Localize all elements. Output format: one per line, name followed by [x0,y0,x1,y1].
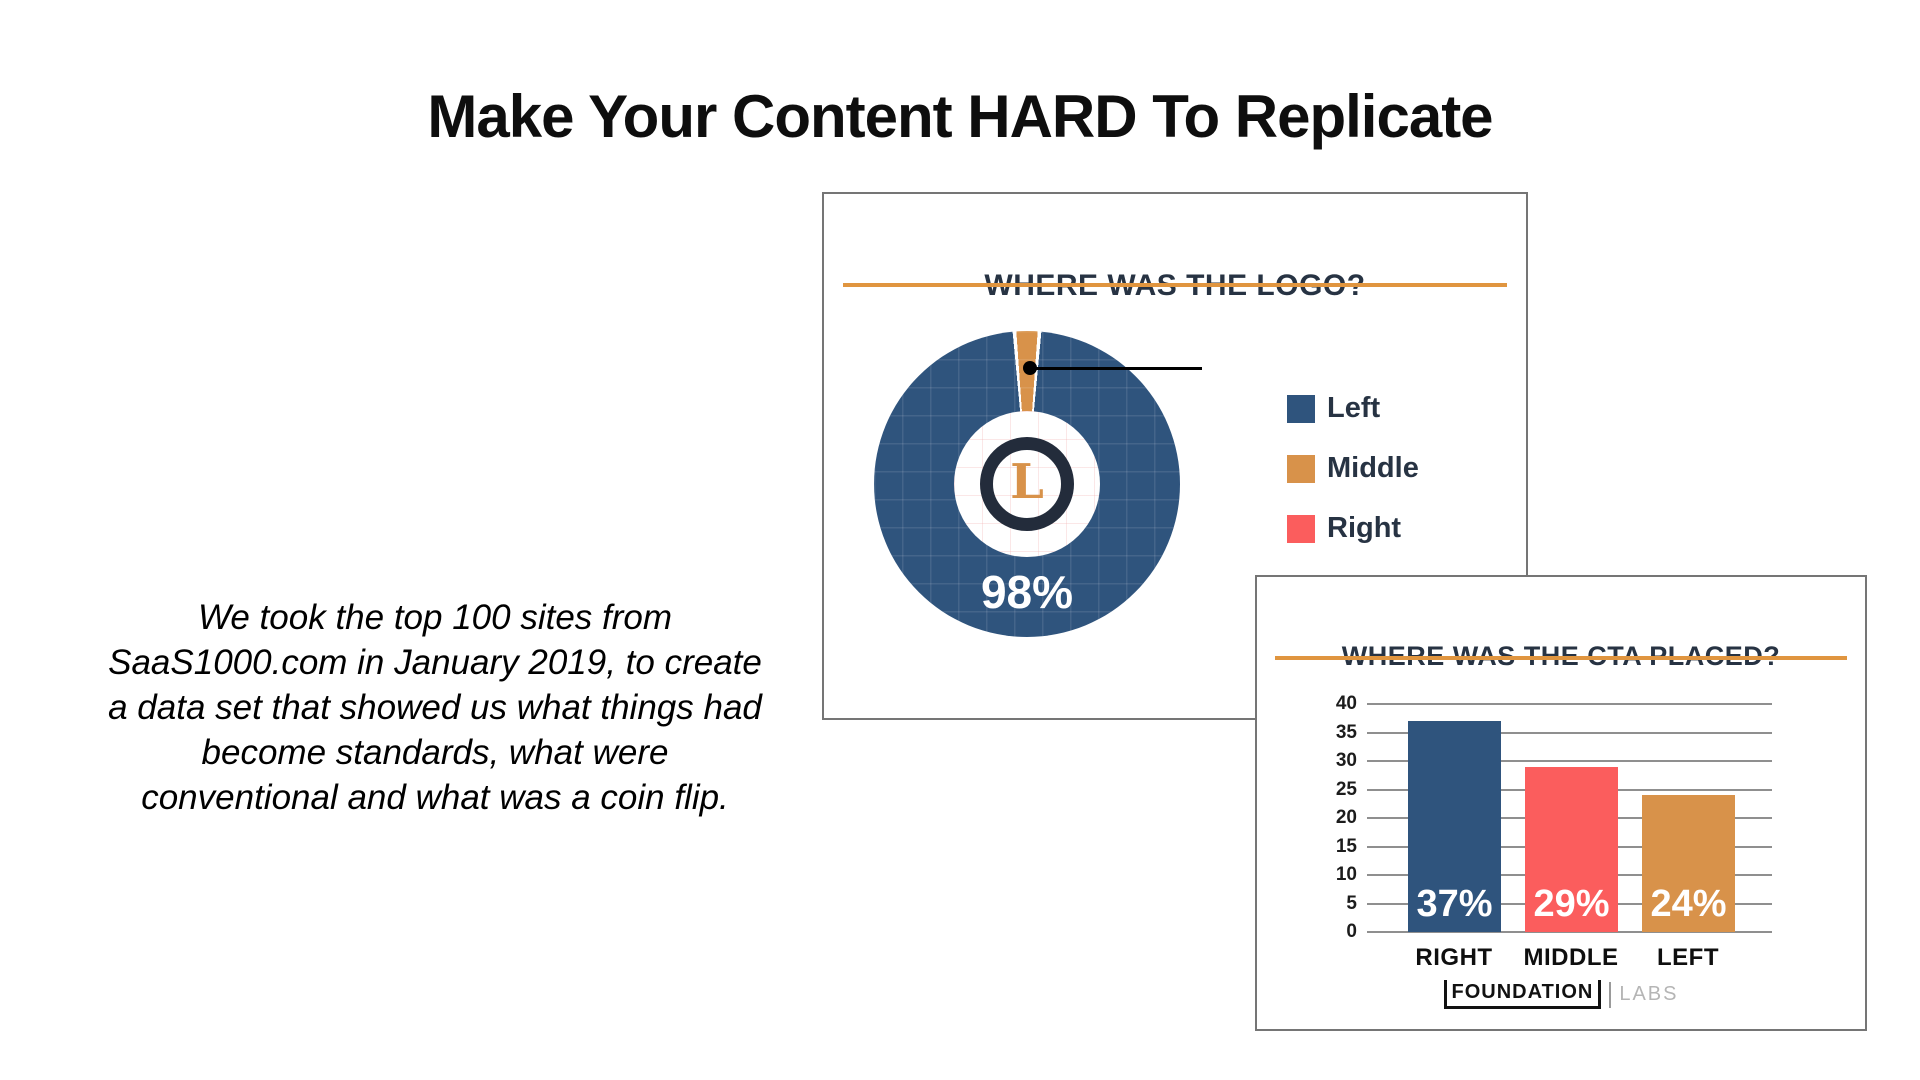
y-axis-tick: 5 [1346,892,1357,914]
intro-paragraph: We took the top 100 sites from SaaS1000.… [108,598,762,817]
y-axis-tick: 20 [1335,807,1357,828]
callout-line [1030,367,1202,370]
y-axis-tick: 25 [1335,778,1357,800]
page-title: Make Your Content HARD To Replicate [427,83,1493,151]
y-axis-tick: 10 [1335,864,1357,885]
cta-bar: 29% [1525,766,1618,932]
donut-hole: L [954,411,1100,557]
y-axis-tick: 30 [1335,750,1357,771]
foundation-logo: FOUNDATION [1443,980,1602,1009]
legend-label: Left [1327,392,1381,424]
bar-value-label: 29% [1533,883,1610,925]
heading-accent-rule [1275,656,1847,660]
y-axis-tick: 40 [1335,693,1357,714]
x-axis-label: LEFT [1657,944,1719,971]
gridline [1367,760,1772,762]
x-axis-label: MIDDLE [1523,944,1619,971]
bar-value-label: 24% [1650,883,1727,925]
legend-item-right: Right [1287,512,1419,545]
legend-swatch [1287,454,1315,483]
cta-plot: 37% 29% 24% 0 5 10 15 20 25 30 35 40 [1336,693,1772,942]
legend-label: Right [1327,512,1402,544]
legend-swatch [1287,394,1315,423]
legend-item-middle: Middle [1287,452,1419,485]
logo-letter: L [1010,454,1044,510]
legend-item-left: Left [1287,392,1419,425]
gridline [1367,931,1772,933]
brand-divider [1609,981,1612,1008]
legend-label: Middle [1327,452,1419,484]
legend-swatch [1287,514,1315,543]
bar-value-label: 37% [1416,883,1493,925]
logo-mark-icon: L [980,437,1074,531]
donut-legend: Left Middle Right [1287,392,1419,572]
y-axis-tick: 15 [1335,835,1357,857]
donut-value-label: 98% [980,566,1074,618]
gridline [1367,703,1772,705]
cta-bar: 24% [1642,795,1735,932]
x-axis-label: RIGHT [1415,944,1493,971]
labs-label: LABS [1619,983,1679,1005]
gridline [1367,731,1772,734]
logo-donut-chart: L 98% [874,331,1180,637]
y-axis-tick: 0 [1346,921,1357,942]
y-axis-tick: 35 [1335,721,1357,743]
heading-accent-rule [843,283,1507,287]
brand-footer: FOUNDATION LABS [1257,980,1865,1009]
cta-bar: 37% [1408,721,1501,932]
